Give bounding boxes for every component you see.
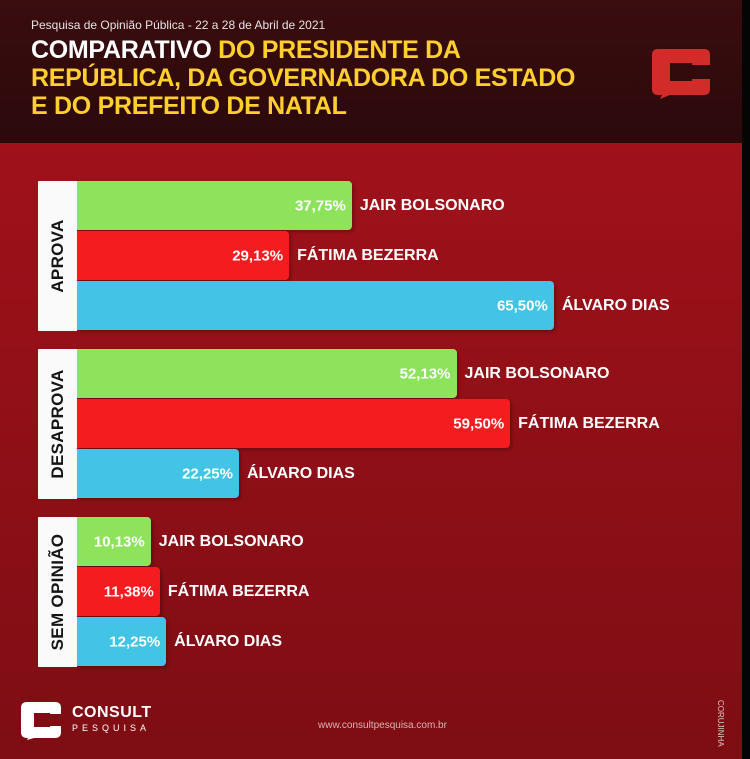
data-label: 65,50% xyxy=(496,297,548,314)
group-panel-desaprova: DESAPROVA xyxy=(38,349,77,499)
survey-subtitle: Pesquisa de Opinião Pública - 22 a 28 de… xyxy=(31,18,326,32)
series-label: ÁLVARO DIAS xyxy=(561,296,670,314)
title-highlight: COMPARATIVO xyxy=(31,36,212,64)
bar-sem-opiniao-fatima-bezerra xyxy=(77,567,160,616)
page-title: COMPARATIVO DO PRESIDENTE DA REPÚBLICA, … xyxy=(31,36,591,120)
group-panel-sem-opiniao: SEM OPINIÃO xyxy=(38,517,77,667)
bar-aprova-fatima-bezerra xyxy=(77,231,290,280)
series-label: FÁTIMA BEZERRA xyxy=(167,582,310,600)
bar-sem-opiniao-alvaro-dias xyxy=(77,617,167,666)
data-label: 29,13% xyxy=(232,247,284,264)
photo-credit: CORUJINHA xyxy=(716,700,725,747)
series-label: FÁTIMA BEZERRA xyxy=(297,246,439,264)
bar-desaprova-fatima-bezerra xyxy=(77,399,511,448)
consult-logo-icon xyxy=(652,49,710,99)
bar-sem-opiniao-jair-bolsonaro xyxy=(77,517,151,566)
series-label: JAIR BOLSONARO xyxy=(359,196,505,214)
header: Pesquisa de Opinião Pública - 22 a 28 de… xyxy=(0,0,742,143)
title-rest: DO PRESIDENTE DA REPÚBLICA, DA GOVERNADO… xyxy=(31,36,576,120)
data-label: 10,13% xyxy=(93,533,145,550)
data-label: 12,25% xyxy=(109,633,161,650)
series-label: FÁTIMA BEZERRA xyxy=(518,414,660,432)
bar-desaprova-jair-bolsonaro xyxy=(77,349,457,398)
group-label-sem-opiniao: SEM OPINIÃO xyxy=(47,533,67,651)
image-edge xyxy=(742,0,750,759)
consult-footer-logo-icon xyxy=(21,702,61,740)
series-label: JAIR BOLSONARO xyxy=(158,532,304,550)
brand-subtitle: PESQUISA xyxy=(72,723,151,733)
brand-name: CONSULT xyxy=(72,704,152,721)
website-link[interactable]: www.consultpesquisa.com.br xyxy=(318,720,447,731)
data-label: 11,38% xyxy=(103,583,154,600)
series-label: ÁLVARO DIAS xyxy=(174,632,283,650)
data-label: 59,50% xyxy=(453,415,505,432)
group-label-desaprova: DESAPROVA xyxy=(47,369,67,479)
bar-aprova-jair-bolsonaro xyxy=(77,181,352,230)
series-label: JAIR BOLSONARO xyxy=(464,364,610,382)
series-label: ÁLVARO DIAS xyxy=(246,464,355,482)
data-label: 37,75% xyxy=(294,197,346,214)
bar-desaprova-alvaro-dias xyxy=(77,449,239,498)
group-panel-aprova: APROVA xyxy=(38,181,77,331)
data-label: 22,25% xyxy=(182,465,233,482)
group-label-aprova: APROVA xyxy=(47,219,67,293)
bar-aprova-alvaro-dias xyxy=(77,281,554,330)
data-label: 52,13% xyxy=(399,365,451,382)
